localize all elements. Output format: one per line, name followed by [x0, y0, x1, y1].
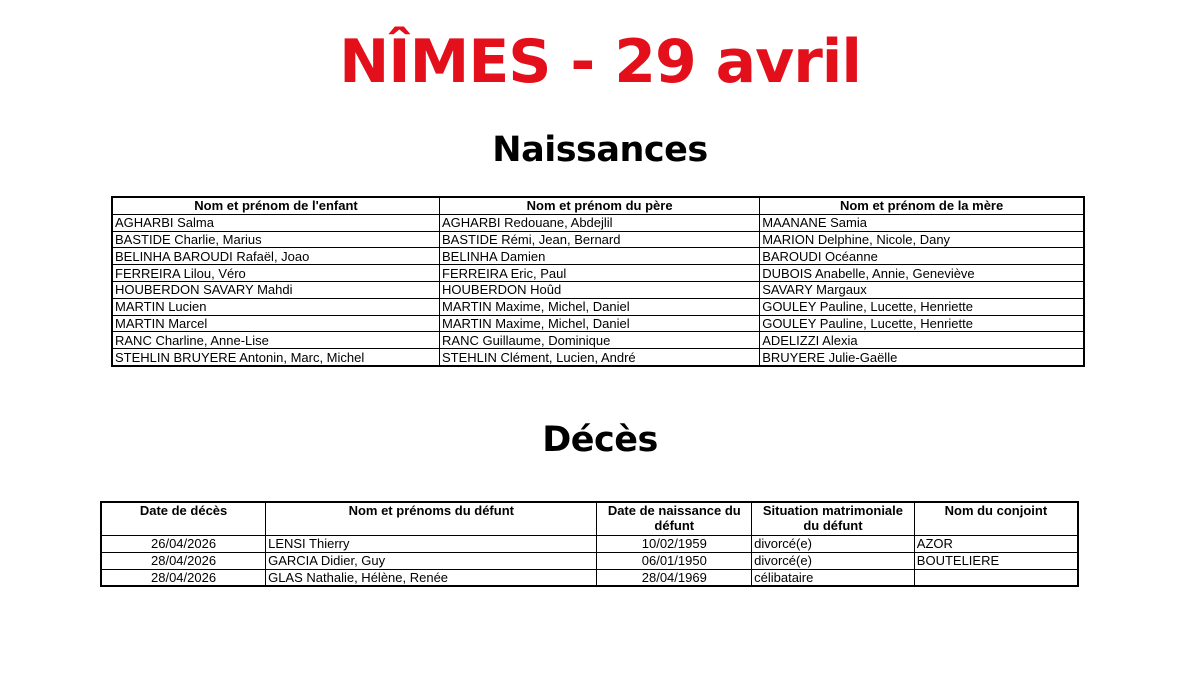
table-cell: BELINHA BAROUDI Rafaël, Joao: [111, 247, 441, 266]
table-cell: AGHARBI Redouane, Abdejlil: [439, 213, 761, 232]
table-cell: GARCIA Didier, Guy: [265, 551, 598, 570]
table-cell: [913, 568, 1079, 587]
table-cell: AGHARBI Salma: [111, 213, 441, 232]
table-cell: MARTIN Lucien: [111, 297, 441, 316]
table-cell: MARTIN Marcel: [111, 314, 441, 333]
column-header-enfant: Nom et prénom de l'enfant: [111, 196, 441, 215]
column-header-conjoint: Nom du conjoint: [913, 501, 1079, 536]
column-header-date-deces: Date de décès: [100, 501, 267, 536]
table-cell: BAROUDI Océanne: [759, 247, 1085, 266]
naissances-table: Nom et prénom de l'enfant Nom et prénom …: [111, 196, 1085, 367]
column-header-nom-defunt: Nom et prénoms du défunt: [265, 501, 598, 536]
table-cell: divorcé(e): [751, 551, 915, 570]
table-cell: BASTIDE Rémi, Jean, Bernard: [439, 230, 761, 249]
table-cell: LENSI Thierry: [265, 535, 598, 553]
table-cell: RANC Charline, Anne-Lise: [111, 331, 441, 350]
table-cell: RANC Guillaume, Dominique: [439, 331, 761, 350]
table-header-row: Date de décès Nom et prénoms du défunt D…: [100, 501, 1079, 536]
column-header-mere: Nom et prénom de la mère: [759, 196, 1085, 215]
column-header-pere: Nom et prénom du père: [439, 196, 761, 215]
table-cell: 28/04/2026: [100, 568, 267, 587]
table-cell: BASTIDE Charlie, Marius: [111, 230, 441, 249]
table-cell: BOUTELIERE: [913, 551, 1079, 570]
table-cell: 10/02/1959: [596, 535, 753, 553]
table-cell: SAVARY Margaux: [759, 280, 1085, 299]
table-cell: STEHLIN BRUYERE Antonin, Marc, Michel: [111, 348, 441, 367]
table-row: STEHLIN BRUYERE Antonin, Marc, Michel STE…: [111, 348, 1085, 367]
table-cell: FERREIRA Lilou, Véro: [111, 264, 441, 282]
table-cell: 28/04/1969: [596, 568, 753, 587]
table-cell: 06/01/1950: [596, 551, 753, 570]
page-title: NÎMES - 29 avril: [339, 27, 862, 97]
column-header-situation: Situation matrimoniale du défunt: [751, 501, 915, 536]
table-cell: HOUBERDON SAVARY Mahdi: [111, 280, 441, 299]
naissances-heading: Naissances: [492, 130, 708, 170]
table-row: 28/04/2026 GLAS Nathalie, Hélène, Renée 28…: [100, 568, 1079, 587]
table-cell: BELINHA Damien: [439, 247, 761, 266]
table-row: BASTIDE Charlie, Marius BASTIDE Rémi, Jea…: [111, 230, 1085, 249]
table-row: AGHARBI Salma AGHARBI Redouane, Abdejlil M…: [111, 213, 1085, 232]
table-cell: MARTIN Maxime, Michel, Daniel: [439, 314, 761, 333]
table-header-row: Nom et prénom de l'enfant Nom et prénom …: [111, 196, 1085, 215]
deces-heading: Décès: [542, 420, 658, 460]
table-cell: BRUYERE Julie-Gaëlle: [759, 348, 1085, 367]
column-header-date-naissance: Date de naissance du défunt: [596, 501, 753, 536]
table-cell: STEHLIN Clément, Lucien, André: [439, 348, 761, 367]
table-cell: FERREIRA Eric, Paul: [439, 264, 761, 282]
table-cell: GOULEY Pauline, Lucette, Henriette: [759, 297, 1085, 316]
table-cell: MARION Delphine, Nicole, Dany: [759, 230, 1085, 249]
table-row: BELINHA BAROUDI Rafaël, Joao BELINHA Dami…: [111, 247, 1085, 266]
table-cell: GLAS Nathalie, Hélène, Renée: [265, 568, 598, 587]
table-cell: 26/04/2026: [100, 535, 267, 553]
table-row: RANC Charline, Anne-Lise RANC Guillaume, …: [111, 331, 1085, 350]
table-row: MARTIN Marcel MARTIN Maxime, Michel, Dani…: [111, 314, 1085, 333]
table-row: MARTIN Lucien MARTIN Maxime, Michel, Dani…: [111, 297, 1085, 316]
table-cell: AZOR: [913, 535, 1079, 553]
table-row: FERREIRA Lilou, Véro FERREIRA Eric, Paul D…: [111, 264, 1085, 282]
table-cell: célibataire: [751, 568, 915, 587]
table-cell: MAANANE Samia: [759, 213, 1085, 232]
table-row: 26/04/2026 LENSI Thierry 10/02/1959 divorcé…: [100, 535, 1079, 553]
table-cell: MARTIN Maxime, Michel, Daniel: [439, 297, 761, 316]
table-cell: ADELIZZI Alexia: [759, 331, 1085, 350]
table-cell: 28/04/2026: [100, 551, 267, 570]
table-cell: HOUBERDON Hoûd: [439, 280, 761, 299]
table-cell: divorcé(e): [751, 535, 915, 553]
deces-table: Date de décès Nom et prénoms du défunt D…: [100, 501, 1079, 588]
table-row: HOUBERDON SAVARY Mahdi HOUBERDON Hoûd SAVA…: [111, 280, 1085, 299]
table-cell: DUBOIS Anabelle, Annie, Geneviève: [759, 264, 1085, 282]
table-cell: GOULEY Pauline, Lucette, Henriette: [759, 314, 1085, 333]
table-row: 28/04/2026 GARCIA Didier, Guy 06/01/1950 di…: [100, 551, 1079, 570]
